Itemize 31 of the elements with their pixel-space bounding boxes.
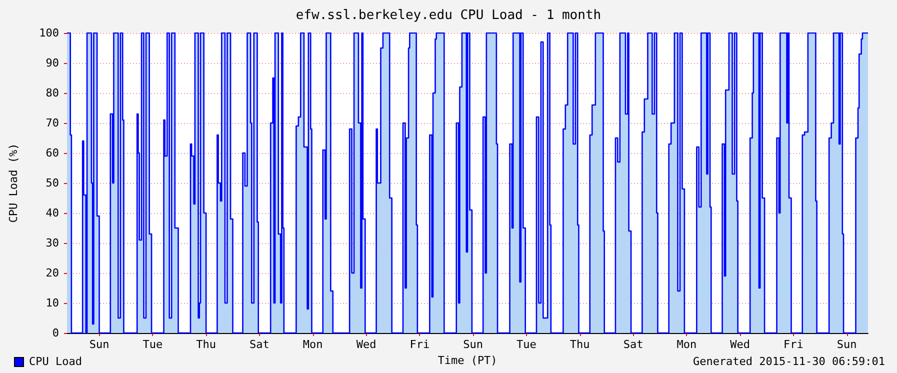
x-tick-label: Sat <box>250 338 270 351</box>
y-tick-label: 20 <box>46 266 59 280</box>
x-tick-label: Sun <box>836 338 857 351</box>
y-tick-label: 90 <box>46 56 59 70</box>
x-tick-label: Sun <box>463 338 483 351</box>
x-tick-label: Wed <box>730 338 750 351</box>
y-tick-label: 10 <box>46 296 59 310</box>
y-axis-title: CPU Load (%) <box>7 143 20 223</box>
y-tick-label: 70 <box>46 116 59 130</box>
y-tick-label: 100 <box>39 26 59 40</box>
x-tick-label: Fri <box>410 338 430 351</box>
y-tick-label: 40 <box>46 206 59 220</box>
y-tick-label: 80 <box>46 86 59 100</box>
y-tick-label: 50 <box>46 176 59 190</box>
x-tick-label: Tue <box>516 338 536 351</box>
x-tick-label: Sat <box>623 338 644 351</box>
x-axis-title: Time (PT) <box>438 354 498 367</box>
text: Generated 2015-11-30 06:59:01 <box>692 355 886 368</box>
x-tick-label: Thu <box>570 338 590 351</box>
chart-title: efw.ssl.berkeley.edu CPU Load - 1 month <box>296 8 602 23</box>
x-tick-label: Tue <box>142 338 163 351</box>
x-tick-label: Fri <box>784 338 804 351</box>
y-tick-label: 60 <box>46 146 59 160</box>
x-tick-label: Sun <box>89 338 110 351</box>
x-tick-label: Mon <box>302 338 323 351</box>
legend-label: CPU Load <box>29 355 82 368</box>
x-tick-label: Thu <box>196 338 216 351</box>
x-tick-label: Wed <box>356 338 376 351</box>
x-tick-label: Mon <box>676 338 697 351</box>
y-tick-label: 30 <box>46 236 59 250</box>
y-tick-label: 0 <box>52 326 59 340</box>
